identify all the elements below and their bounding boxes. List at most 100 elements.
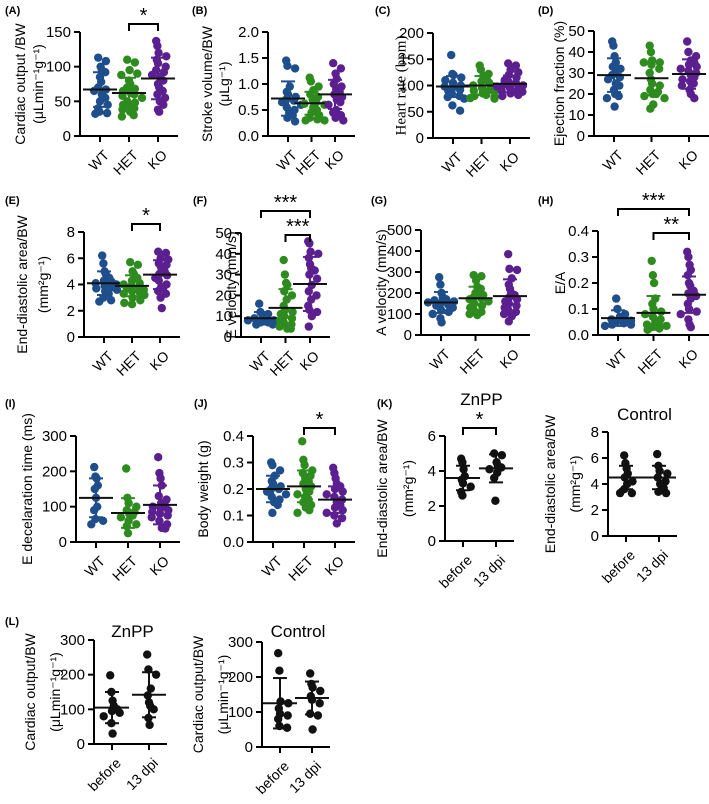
y-tick-label: 0.3: [223, 455, 244, 472]
data-point-ko: [504, 317, 513, 326]
data-point-before: [99, 712, 108, 721]
y-tick-label: 0.1: [568, 301, 589, 318]
y-tick-label: 10: [568, 107, 585, 124]
data-point-13-dpi: [143, 650, 152, 659]
data-point-wt: [90, 506, 99, 515]
y-tick-label: 2.0: [238, 24, 259, 41]
data-point-13-dpi: [316, 686, 325, 696]
data-point-before: [108, 729, 117, 738]
x-tick-label: KO: [496, 346, 522, 372]
y-axis-label: Heart rate (bpm): [393, 36, 409, 136]
panel-k: (K) ZnPP 0 2 4 6 End-diastolic area/BW (mm²g⁻¹)…: [374, 390, 514, 591]
y-axis-label: Cardiac output/BW: [190, 635, 206, 753]
data-point-ko: [337, 513, 347, 523]
data-point-ko: [157, 303, 166, 313]
data-point-ko: [506, 89, 515, 98]
data-point-het: [640, 91, 649, 101]
data-point-het: [465, 309, 474, 319]
y-tick-label: 6: [591, 450, 599, 467]
y-tick-label: 2: [428, 498, 436, 515]
y-axis-label: E velocity (mm/s): [223, 231, 239, 338]
data-point-het: [127, 299, 137, 309]
data-point-het: [639, 58, 648, 67]
panel-l-control: Control 0 100 200 300 Cardiac output/BW (μLmin…: [190, 622, 330, 797]
data-point-wt: [428, 309, 437, 319]
y-axis-label: (μLmin⁻¹g⁻¹): [30, 44, 46, 124]
data-point-wt: [106, 296, 116, 305]
data-point-ko: [336, 98, 345, 107]
x-tick-label: 13 dpi: [123, 755, 161, 793]
significance-label: *: [142, 205, 150, 227]
x-tick-label: HET: [292, 146, 323, 177]
data-point-ko: [689, 79, 698, 88]
data-point-wt: [98, 516, 108, 525]
y-tick-label: 200: [399, 25, 424, 42]
data-point-before: [458, 458, 467, 467]
data-point-het: [655, 64, 664, 74]
y-axis-label: Body weight (g): [195, 440, 211, 537]
data-point-13-dpi: [145, 720, 154, 730]
data-point-het: [126, 257, 135, 267]
data-point-wt: [290, 117, 300, 126]
y-tick-label: 0.2: [568, 275, 589, 292]
x-tick-label: before: [85, 755, 125, 795]
data-point-ko: [156, 293, 165, 302]
y-tick-label: 2: [591, 502, 599, 519]
data-point-het: [288, 307, 297, 317]
data-point-ko: [314, 249, 323, 258]
panel-letter: (L): [5, 616, 19, 628]
data-point-ko: [312, 274, 322, 283]
data-point-ko: [499, 309, 509, 319]
data-point-ko: [161, 248, 171, 258]
data-point-ko: [338, 487, 347, 496]
data-point-ko: [686, 323, 695, 332]
data-point-het: [122, 521, 131, 531]
y-tick-label: 0.0: [223, 534, 244, 551]
data-point-het: [287, 314, 297, 323]
data-point-wt: [437, 318, 446, 327]
y-tick-label: 300: [42, 428, 67, 445]
data-point-ko: [683, 271, 692, 280]
data-point-ko: [684, 252, 693, 262]
y-axis-label: (mm²g⁻¹): [35, 256, 51, 313]
y-tick-label: 6: [67, 250, 75, 267]
data-point-ko: [322, 490, 331, 499]
significance-label: ***: [286, 216, 310, 238]
y-tick-label: 0.4: [568, 223, 589, 240]
data-point-wt: [98, 251, 107, 260]
x-tick-label: HET: [109, 552, 140, 583]
x-tick-label: HET: [634, 345, 665, 376]
x-tick-label: KO: [146, 553, 172, 579]
data-point-before: [615, 488, 625, 498]
y-tick-label: 0.2: [223, 481, 244, 498]
data-point-ko: [692, 62, 701, 71]
data-point-het: [130, 90, 139, 99]
data-point-before: [106, 671, 115, 680]
panel-a: (A) 0 50 100 150 Cardiac output /BW (μLmin⁻¹g⁻…: [5, 5, 178, 178]
panel-letter: (J): [194, 398, 208, 410]
y-tick-label: 50: [54, 93, 71, 110]
x-tick-label: HET: [456, 345, 487, 376]
panel-letter: (A): [5, 5, 21, 17]
data-point-ko: [511, 78, 521, 88]
data-point-13-dpi: [149, 705, 158, 714]
data-point-het: [137, 93, 147, 103]
data-point-wt: [94, 53, 103, 62]
x-tick-label: HET: [110, 146, 141, 177]
panel-h: (H) 0.0 0.1 0.2 0.3 0.4 E/A WT HET KO *****: [538, 190, 709, 377]
x-tick-label: KO: [675, 147, 701, 173]
y-axis-label: Cardiac output /BW: [12, 23, 28, 145]
data-point-ko: [154, 453, 163, 462]
y-tick-label: 200: [387, 285, 412, 302]
data-point-ko: [505, 264, 514, 274]
data-point-wt: [90, 462, 99, 472]
data-point-ko: [677, 81, 687, 90]
y-tick-label: 50: [407, 104, 424, 121]
y-tick-label: 0: [59, 534, 67, 551]
y-axis-label: (mm²g⁻¹): [400, 460, 416, 517]
panel-letter: (I): [5, 398, 16, 410]
data-point-het: [641, 310, 650, 319]
data-point-het: [301, 116, 310, 125]
